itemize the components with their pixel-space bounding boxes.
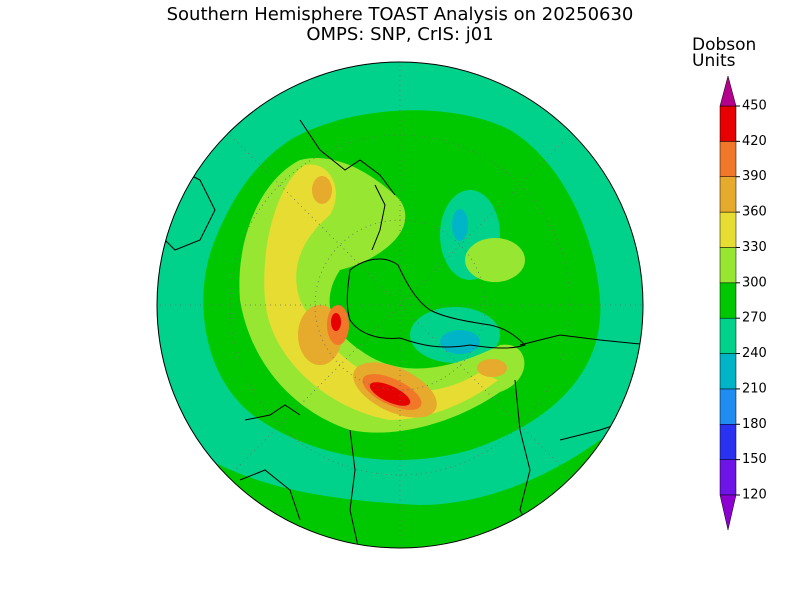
colorbar-tick-label: 420: [742, 134, 767, 149]
ozone-map: [157, 62, 643, 548]
colorbar-segment: [719, 459, 737, 496]
colorbar-tick-label: 240: [742, 346, 767, 361]
coastlines: [159, 119, 643, 548]
ozone-contour: [440, 330, 480, 354]
colorbar-tick-label: 360: [742, 205, 767, 220]
colorbar-segment: [719, 211, 737, 248]
colorbar-segment: [719, 141, 737, 177]
ozone-contour: [331, 313, 341, 331]
colorbar-label: Dobson: [692, 35, 756, 55]
colorbar-segment: [719, 353, 737, 390]
colorbar-segment: [719, 282, 737, 319]
graticule: [157, 62, 643, 548]
colorbar-tick-label: 150: [742, 452, 767, 467]
map-border: [156, 61, 644, 549]
colorbar-segment: [719, 317, 737, 354]
colorbar-tick-label: 180: [742, 417, 767, 432]
colorbar: 120 150 180 210 240 270 300 330 360 390 420 450 Dobs…: [692, 35, 767, 531]
map-title: Southern Hemisphere TOAST Analysis on 20…: [167, 4, 634, 25]
ozone-contour: [369, 382, 411, 406]
ozone-contour: [477, 359, 507, 377]
colorbar-tick-label: 210: [742, 381, 767, 396]
colorbar-tick-label: 300: [742, 275, 767, 290]
colorbar-segment: [719, 176, 737, 213]
colorbar-tick-label: 450: [742, 99, 767, 114]
colorbar-tick-label: 390: [742, 169, 767, 184]
colorbar-tick-label: 330: [742, 240, 767, 255]
colorbar-tick-label: 120: [742, 488, 767, 503]
colorbar-segment: [719, 105, 737, 142]
ozone-contour: [312, 176, 332, 204]
colorbar-tick-label: 270: [742, 311, 767, 326]
colorbar-segment: [719, 247, 737, 284]
colorbar-over: [719, 75, 737, 107]
colorbar-segment: [719, 388, 737, 425]
ozone-contour: [452, 209, 468, 241]
colorbar-label: Units: [692, 51, 736, 71]
ozone-contour: [465, 238, 525, 282]
map-subtitle: OMPS: SNP, CrIS: j01: [306, 24, 493, 45]
colorbar-under: [719, 494, 737, 531]
colorbar-segment: [719, 424, 737, 460]
